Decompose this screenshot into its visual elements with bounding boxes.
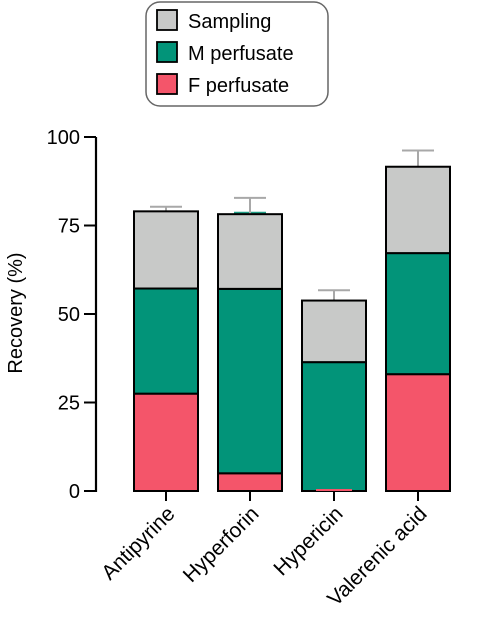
legend-swatch-sampling bbox=[156, 9, 178, 31]
legend-label-f-perfusate: F perfusate bbox=[188, 75, 289, 97]
bar-f-perfusate-antipyrine bbox=[133, 392, 199, 492]
bar-m-perfusate-antipyrine bbox=[133, 287, 199, 395]
bar-m-perfusate-hyperforin bbox=[217, 287, 283, 475]
x-category-label: Antipyrine bbox=[97, 502, 179, 584]
bar-sampling-hyperforin bbox=[217, 213, 283, 290]
legend-swatch-m-perfusate bbox=[156, 41, 178, 63]
y-ticks: 0 25 50 75 100 bbox=[47, 127, 96, 503]
bar-m-perfusate-hypericin bbox=[301, 361, 367, 493]
y-axis-title: Recovery (%) bbox=[5, 252, 27, 373]
x-category-label: Hyperforin bbox=[179, 502, 264, 587]
bars bbox=[133, 165, 451, 493]
legend-swatch-f-perfusate bbox=[156, 73, 178, 95]
y-tick-label: 75 bbox=[58, 216, 80, 238]
legend-label-sampling: Sampling bbox=[188, 11, 271, 33]
legend-label-m-perfusate: M perfusate bbox=[188, 43, 294, 65]
bar-sampling-antipyrine bbox=[133, 210, 199, 290]
legend: Sampling M perfusate F perfusate bbox=[145, 1, 329, 107]
y-tick-label: 100 bbox=[47, 127, 80, 149]
bar-m-perfusate-valerenic-acid bbox=[385, 252, 451, 376]
bar-sampling-valerenic-acid bbox=[385, 165, 451, 255]
axes: Recovery (%) bbox=[5, 137, 98, 492]
legend-box bbox=[145, 1, 329, 107]
y-tick-label: 25 bbox=[58, 393, 80, 415]
y-tick-label: 0 bbox=[69, 481, 80, 503]
x-category-label: Hypericin bbox=[269, 502, 347, 580]
bar-f-perfusate-hyperforin bbox=[217, 472, 283, 492]
bar-sampling-hypericin bbox=[301, 299, 367, 364]
y-tick-label: 50 bbox=[58, 304, 80, 326]
bar-f-perfusate-valerenic-acid bbox=[385, 373, 451, 492]
